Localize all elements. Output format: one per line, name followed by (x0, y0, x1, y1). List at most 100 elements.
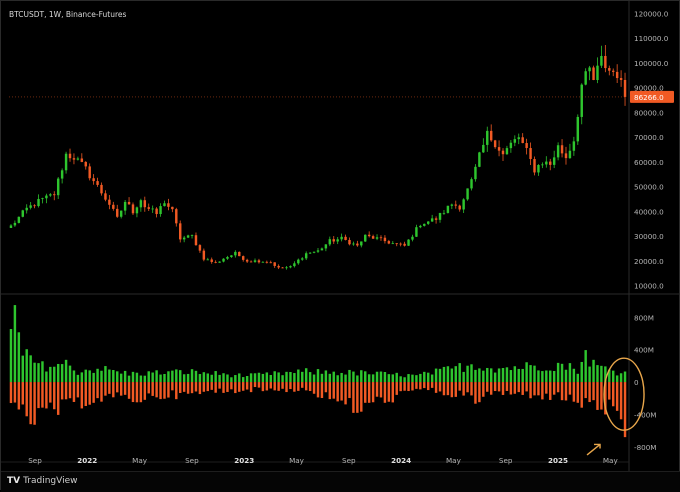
volume-buy-bar (474, 369, 477, 383)
candle-body (407, 239, 410, 246)
volume-sell-bar (556, 382, 560, 393)
volume-sell-bar (411, 382, 414, 391)
volume-sell-bar (513, 382, 517, 394)
volume-buy-bar (375, 371, 379, 383)
chart-canvas[interactable]: 120000.0 110000.0 100000.0 90000.0 80000.0 70… (1, 1, 680, 471)
candle-body (135, 207, 139, 214)
volume-buy-bar (446, 366, 450, 383)
volume-sell-bar (253, 382, 257, 388)
candle-body (592, 67, 595, 81)
candle-body (612, 70, 615, 72)
candle-body (482, 144, 485, 153)
candle-body (383, 237, 387, 242)
candle-body (604, 55, 607, 69)
volume-sell-bar (619, 382, 623, 420)
volume-buy-bar (127, 375, 131, 383)
candle-body (261, 261, 265, 263)
volume-tick-label: -400M (634, 410, 657, 419)
candle-body (277, 265, 280, 268)
candle-body (352, 243, 355, 245)
candle-body (179, 223, 182, 240)
volume-sell-bar (482, 382, 485, 397)
volume-sell-bar (182, 382, 186, 392)
volume-sell-bar (167, 382, 170, 398)
time-tick-label: May (132, 456, 148, 465)
volume-buy-bar (53, 366, 56, 383)
last-price-label: 86266.0 (634, 93, 664, 102)
volume-sell-bar (316, 382, 320, 398)
volume-sell-bar (68, 382, 72, 399)
candle-body (49, 194, 52, 196)
volume-buy-bar (615, 375, 619, 383)
candle-body (576, 116, 580, 142)
volume-sell-bar (96, 382, 99, 399)
candle-body (580, 84, 583, 117)
volume-buy-bar (190, 369, 194, 383)
price-tick-label: 90000.0 (634, 84, 664, 93)
volume-sell-bar (584, 382, 587, 399)
candle-body (588, 67, 591, 72)
candle-body (308, 252, 312, 254)
volume-sell-bar (344, 382, 347, 405)
volume-buy-bar (521, 368, 524, 383)
candle-body (297, 259, 300, 264)
volume-buy-bar (576, 373, 580, 383)
volume-buy-bar (454, 366, 457, 383)
volume-sell-bar (202, 382, 206, 392)
volume-sell-bar (214, 382, 217, 393)
volume-buy-bar (430, 374, 434, 383)
candle-body (289, 266, 292, 268)
candle-body (123, 201, 127, 211)
volume-buy-bar (619, 373, 623, 383)
volume-buy-bar (525, 362, 528, 383)
volume-buy-bar (568, 363, 572, 383)
candle-body (474, 166, 477, 180)
candle-body (175, 209, 178, 224)
volume-sell-bar (151, 382, 154, 396)
candle-body (454, 204, 457, 206)
volume-buy-bar (364, 371, 367, 383)
candle-body (340, 236, 343, 240)
candle-body (159, 206, 162, 215)
volume-buy-bar (214, 371, 217, 383)
volume-buy-bar (261, 373, 265, 383)
candle-body (615, 71, 619, 79)
volume-buy-bar (399, 376, 402, 383)
time-tick-label: Sep (28, 456, 42, 465)
tradingview-brand[interactable]: 𝗧𝗩 TradingView (7, 476, 78, 486)
volume-buy-bar (143, 375, 147, 383)
volume-sell-bar (623, 382, 627, 438)
volume-buy-bar (497, 368, 501, 383)
volume-sell-bar (175, 382, 178, 400)
candle-body (486, 130, 489, 145)
volume-sell-bar (367, 382, 371, 403)
volume-tick-label: 0 (634, 378, 639, 387)
volume-sell-bar (525, 382, 528, 392)
candle-body (218, 261, 221, 263)
candle-body (505, 148, 509, 155)
chart-title: BTCUSDT, 1W, Binance-Futures (9, 10, 127, 19)
candle-body (84, 161, 87, 167)
candle-body (186, 235, 190, 238)
volume-buy-bar (450, 368, 454, 383)
volume-buy-bar (238, 373, 241, 383)
volume-buy-bar (415, 375, 418, 383)
volume-sell-bar (391, 382, 395, 403)
candle-body (60, 170, 64, 179)
candle-body (371, 236, 375, 239)
volume-sell-bar (324, 382, 328, 393)
volume-buy-bar (64, 359, 68, 383)
price-tick-label: 40000.0 (634, 207, 664, 216)
volume-sell-bar (198, 382, 202, 395)
volume-sell-bar (419, 382, 422, 390)
volume-sell-bar (273, 382, 276, 391)
volume-sell-bar (462, 382, 465, 396)
candle-body (501, 150, 505, 155)
candle-body (529, 148, 532, 160)
volume-buy-bar (478, 368, 481, 383)
candle-body (100, 184, 103, 194)
candle-body (9, 225, 13, 228)
candle-body (293, 263, 296, 267)
time-tick-label: Sep (499, 456, 513, 465)
time-axis: Sep 2022 May Sep 2023 May Sep 2024 May Sep 2025 May (28, 456, 618, 465)
